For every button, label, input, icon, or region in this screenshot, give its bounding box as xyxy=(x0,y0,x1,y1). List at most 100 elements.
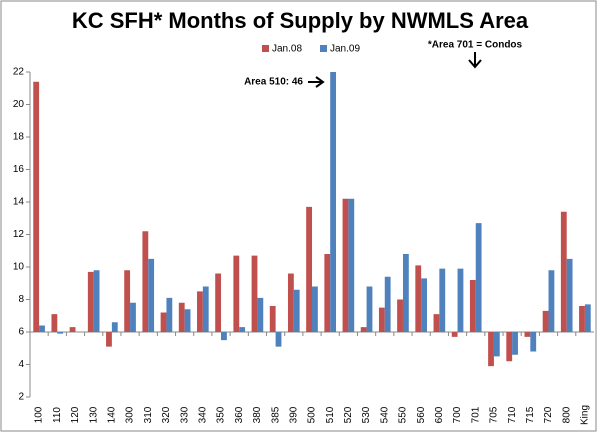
bar xyxy=(415,265,422,332)
y-tick-label: 10 xyxy=(13,262,25,273)
bar xyxy=(512,332,518,355)
bar xyxy=(366,286,373,332)
frame xyxy=(0,0,597,432)
x-tick-label: 550 xyxy=(398,406,409,423)
x-tick-label: 700 xyxy=(452,406,463,423)
x-tick-label: 300 xyxy=(125,406,136,423)
bar xyxy=(293,289,300,332)
y-tick-label: 20 xyxy=(13,99,25,110)
x-tick-label: 390 xyxy=(288,406,299,423)
bar xyxy=(402,254,409,332)
bar xyxy=(493,332,500,357)
bar xyxy=(69,327,76,332)
y-tick-label: 18 xyxy=(13,132,25,143)
bar xyxy=(360,327,367,332)
bar xyxy=(457,268,464,332)
bar xyxy=(251,255,258,332)
x-tick-label: 110 xyxy=(52,407,63,423)
bar xyxy=(433,314,440,332)
y-tick-label: 8 xyxy=(18,294,24,305)
bar xyxy=(215,273,222,332)
y-tick-label: 14 xyxy=(13,197,25,208)
bar xyxy=(197,291,203,332)
x-tick-label: 560 xyxy=(416,406,427,423)
x-tick-label: 120 xyxy=(70,406,81,423)
bar xyxy=(184,309,191,332)
bar xyxy=(233,255,240,332)
bar xyxy=(348,198,355,332)
legend-label: Jan.08 xyxy=(272,44,302,55)
x-tick-label: 710 xyxy=(507,406,518,423)
x-tick-label: 310 xyxy=(143,406,154,423)
bar xyxy=(93,270,100,332)
x-tick-label: 360 xyxy=(234,406,245,423)
bar xyxy=(239,327,246,332)
x-tick-label: 510 xyxy=(325,406,336,423)
bar xyxy=(111,322,118,332)
bar xyxy=(142,231,149,332)
x-tick-label: 500 xyxy=(307,406,318,423)
bar xyxy=(166,297,173,332)
x-tick-label: King xyxy=(580,405,591,425)
bar xyxy=(51,314,58,332)
bar xyxy=(130,302,136,332)
bar xyxy=(439,268,446,332)
bar xyxy=(124,270,131,332)
y-tick-label: 4 xyxy=(18,359,24,370)
x-tick-label: 540 xyxy=(379,406,390,423)
bar xyxy=(378,307,385,332)
bar xyxy=(221,332,227,341)
bar xyxy=(506,332,513,362)
y-tick-label: 22 xyxy=(13,67,25,78)
bars xyxy=(33,72,591,367)
x-tick-label: 530 xyxy=(361,406,372,423)
bar xyxy=(342,198,349,332)
bar xyxy=(275,332,282,347)
arrow xyxy=(468,52,482,69)
x-tick-label: 130 xyxy=(88,406,99,423)
bar xyxy=(542,310,549,332)
bar xyxy=(384,276,391,332)
bar xyxy=(287,273,294,332)
x-tick-label: 800 xyxy=(561,406,572,423)
bar xyxy=(451,332,458,337)
bar xyxy=(106,332,112,347)
bar xyxy=(57,332,64,334)
bar xyxy=(330,72,337,332)
bar xyxy=(312,286,318,332)
bar xyxy=(257,297,264,332)
bar xyxy=(579,306,585,332)
x-tick-label: 340 xyxy=(197,406,208,423)
x-tick-label: 701 xyxy=(470,406,481,423)
annotation: Area 510: 46 xyxy=(244,77,303,88)
arrow xyxy=(308,76,325,88)
x-tick-label: 720 xyxy=(543,406,554,423)
bar xyxy=(87,271,94,332)
bar xyxy=(566,258,573,332)
x-tick-label: 100 xyxy=(34,406,45,423)
bar xyxy=(269,306,276,332)
legend-swatch xyxy=(320,45,327,52)
bar xyxy=(488,332,494,367)
bar xyxy=(397,299,403,332)
y-tick-label: 12 xyxy=(13,229,25,240)
y-tick-label: 2 xyxy=(18,392,24,403)
x-tick-label: 705 xyxy=(489,406,500,423)
x-tick-label: 600 xyxy=(434,406,445,423)
x-tick-label: 385 xyxy=(270,406,281,423)
x-tick-label: 380 xyxy=(252,406,263,423)
annotation: *Area 701 = Condos xyxy=(428,40,523,51)
x-tick-label: 330 xyxy=(179,406,190,423)
bar xyxy=(202,286,209,332)
bar xyxy=(530,332,537,352)
x-tick-label: 520 xyxy=(343,406,354,423)
x-tick-label: 320 xyxy=(161,406,172,423)
x-tick-label: 350 xyxy=(216,406,227,423)
legend-swatch xyxy=(262,45,269,52)
bar xyxy=(148,258,155,332)
bar xyxy=(421,278,427,332)
bar xyxy=(475,223,482,332)
bar xyxy=(39,325,45,332)
chart-title: KC SFH* Months of Supply by NWMLS Area xyxy=(72,8,529,33)
